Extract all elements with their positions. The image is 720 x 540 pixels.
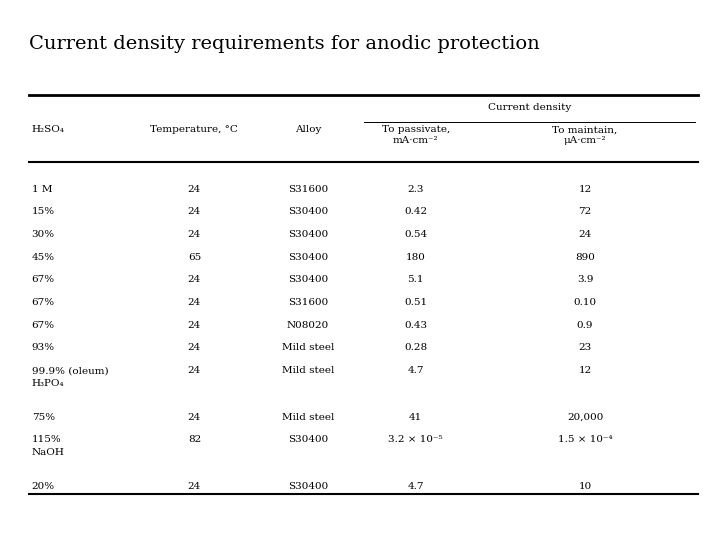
- Text: 0.54: 0.54: [404, 230, 428, 239]
- Text: 3.2 × 10⁻⁵: 3.2 × 10⁻⁵: [389, 435, 443, 444]
- Text: 1 M: 1 M: [32, 185, 52, 194]
- Text: 24: 24: [188, 207, 201, 217]
- Text: Current density: Current density: [487, 103, 571, 112]
- Text: 24: 24: [188, 413, 201, 422]
- Text: 67%: 67%: [32, 275, 55, 285]
- Text: NaOH: NaOH: [32, 448, 65, 457]
- Text: 99.9% (oleum): 99.9% (oleum): [32, 366, 108, 375]
- Text: S31600: S31600: [288, 185, 328, 194]
- Text: 3.9: 3.9: [577, 275, 593, 285]
- Text: To maintain,
μA·cm⁻²: To maintain, μA·cm⁻²: [552, 125, 618, 145]
- Text: 23: 23: [578, 343, 592, 353]
- Text: 0.43: 0.43: [404, 321, 428, 330]
- Text: To passivate,
mA·cm⁻²: To passivate, mA·cm⁻²: [382, 125, 450, 145]
- Text: S31600: S31600: [288, 298, 328, 307]
- Text: 93%: 93%: [32, 343, 55, 353]
- Text: 0.28: 0.28: [404, 343, 428, 353]
- Text: 24: 24: [188, 321, 201, 330]
- Text: 24: 24: [188, 366, 201, 375]
- Text: 180: 180: [406, 253, 426, 262]
- Text: 15%: 15%: [32, 207, 55, 217]
- Text: Temperature, °C: Temperature, °C: [150, 125, 238, 134]
- Text: 75%: 75%: [32, 413, 55, 422]
- Text: 12: 12: [578, 366, 592, 375]
- Text: 4.7: 4.7: [408, 482, 424, 491]
- Text: 0.42: 0.42: [404, 207, 428, 217]
- Text: 30%: 30%: [32, 230, 55, 239]
- Text: H₃PO₄: H₃PO₄: [32, 379, 64, 388]
- Text: Alloy: Alloy: [294, 125, 321, 134]
- Text: 115%: 115%: [32, 435, 61, 444]
- Text: 0.10: 0.10: [573, 298, 597, 307]
- Text: 24: 24: [188, 230, 201, 239]
- Text: Mild steel: Mild steel: [282, 343, 334, 353]
- Text: H₂SO₄: H₂SO₄: [32, 125, 65, 134]
- Text: S30400: S30400: [288, 435, 328, 444]
- Text: 72: 72: [578, 207, 592, 217]
- Text: 24: 24: [188, 185, 201, 194]
- Text: 24: 24: [188, 298, 201, 307]
- Text: 24: 24: [188, 343, 201, 353]
- Text: Mild steel: Mild steel: [282, 366, 334, 375]
- Text: 24: 24: [188, 275, 201, 285]
- Text: Mild steel: Mild steel: [282, 413, 334, 422]
- Text: S30400: S30400: [288, 482, 328, 491]
- Text: 2.3: 2.3: [408, 185, 424, 194]
- Text: Current density requirements for anodic protection: Current density requirements for anodic …: [29, 35, 539, 53]
- Text: 67%: 67%: [32, 298, 55, 307]
- Text: 65: 65: [188, 253, 201, 262]
- Text: 45%: 45%: [32, 253, 55, 262]
- Text: 20,000: 20,000: [567, 413, 603, 422]
- Text: 890: 890: [575, 253, 595, 262]
- Text: S30400: S30400: [288, 253, 328, 262]
- Text: 12: 12: [578, 185, 592, 194]
- Text: 24: 24: [578, 230, 592, 239]
- Text: 10: 10: [578, 482, 592, 491]
- Text: 82: 82: [188, 435, 201, 444]
- Text: 67%: 67%: [32, 321, 55, 330]
- Text: 24: 24: [188, 482, 201, 491]
- Text: 0.9: 0.9: [577, 321, 593, 330]
- Text: S30400: S30400: [288, 275, 328, 285]
- Text: 20%: 20%: [32, 482, 55, 491]
- Text: 0.51: 0.51: [404, 298, 428, 307]
- Text: S30400: S30400: [288, 207, 328, 217]
- Text: N08020: N08020: [287, 321, 329, 330]
- Text: 4.7: 4.7: [408, 366, 424, 375]
- Text: 1.5 × 10⁻⁴: 1.5 × 10⁻⁴: [558, 435, 612, 444]
- Text: S30400: S30400: [288, 230, 328, 239]
- Text: 41: 41: [409, 413, 423, 422]
- Text: 5.1: 5.1: [408, 275, 424, 285]
